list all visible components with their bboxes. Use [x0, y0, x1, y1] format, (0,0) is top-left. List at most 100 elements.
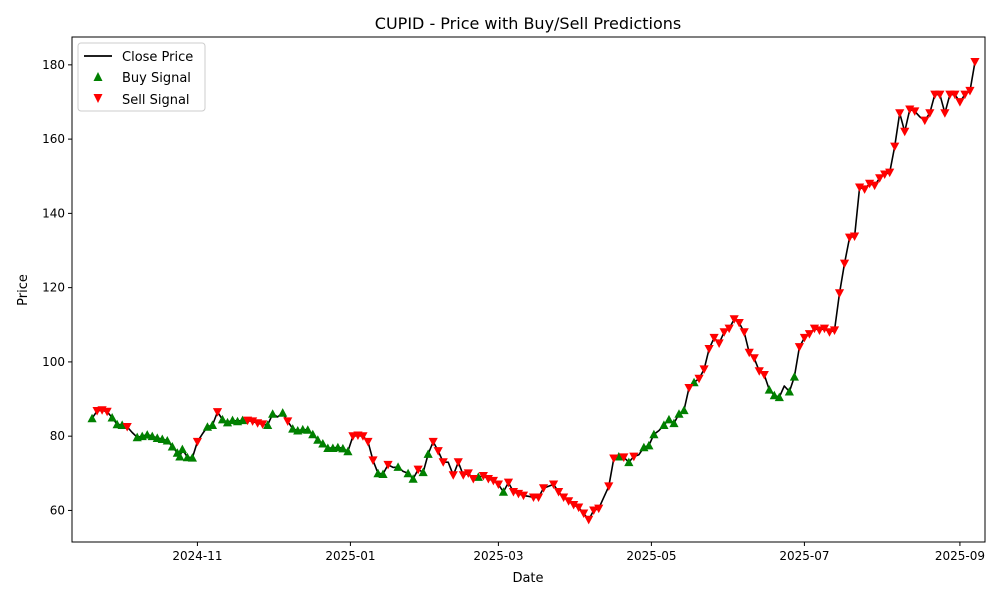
sell-signal-marker [358, 432, 368, 441]
sell-signal-marker [744, 348, 754, 358]
legend-close-label: Close Price [122, 50, 193, 65]
sell-signal-marker [814, 326, 825, 335]
sell-signal-marker [955, 98, 965, 107]
y-tick-label: 100 [42, 355, 65, 369]
y-tick-label: 180 [42, 58, 65, 72]
buy-signal-marker [303, 425, 313, 434]
sell-signal-marker [463, 469, 473, 478]
buy-signal-marker [217, 414, 228, 424]
sell-signal-marker [925, 109, 935, 118]
sell-signal-marker [819, 324, 830, 334]
sell-signal-marker [619, 453, 629, 462]
sell-signal-marker [890, 142, 900, 152]
buy-signal-marker [288, 424, 298, 433]
buy-signal-marker [313, 435, 323, 444]
x-tick-label: 2025-09 [935, 549, 985, 563]
sell-signal-marker [910, 107, 920, 116]
sell-signal-marker [799, 333, 810, 343]
buy-signal-marker [679, 405, 689, 415]
sell-signal-marker [719, 328, 729, 337]
sell-signal-marker [824, 328, 835, 337]
sell-signal-marker [609, 454, 619, 464]
sell-signal-marker [102, 407, 112, 417]
sell-signal-marker [363, 437, 373, 447]
buy-signal-marker [207, 420, 218, 429]
sell-signal-marker [960, 90, 970, 100]
sell-signal-marker [834, 289, 845, 298]
sell-signal-marker [368, 456, 378, 465]
sell-signal-marker [920, 116, 930, 126]
legend-sell-swatch [93, 94, 103, 103]
sell-signal-marker [849, 232, 860, 242]
buy-signal-marker [764, 385, 774, 394]
sell-signal-marker [950, 90, 960, 100]
sell-signal-marker [870, 181, 880, 191]
sell-signal-marker [794, 343, 804, 352]
buy-signal-marker [669, 418, 679, 428]
buy-signal-marker [774, 392, 784, 402]
sell-signal-marker [589, 506, 599, 516]
buy-signal-marker [147, 431, 157, 441]
sell-signal-marker [192, 437, 203, 447]
y-tick-label: 80 [50, 429, 65, 443]
buy-signal-marker [343, 446, 353, 456]
sell-signal-marker [970, 57, 980, 67]
buy-signal-marker [644, 440, 654, 450]
sell-signal-marker [739, 328, 749, 337]
sell-signal-marker [699, 365, 709, 374]
y-tick-label: 120 [42, 281, 65, 295]
sell-signal-marker [804, 330, 815, 339]
sell-signal-marker [629, 452, 639, 462]
sell-signal-marker [553, 487, 564, 497]
buy-signal-marker [308, 429, 318, 439]
sell-signal-marker [122, 422, 132, 432]
sell-signal-marker [724, 324, 734, 334]
sell-signal-marker [538, 484, 549, 493]
y-axis-label: Price [16, 274, 31, 306]
sell-signal-marker [579, 509, 589, 519]
buy-signal-marker [649, 429, 659, 439]
sell-signal-marker [212, 408, 223, 417]
buy-signal-marker [318, 438, 328, 448]
sell-signal-marker [518, 491, 529, 501]
buy-signal-marker [674, 409, 684, 418]
buy-signal-marker [664, 414, 674, 424]
buy-signal-marker [87, 413, 97, 423]
buy-signal-marker [338, 443, 348, 453]
buy-signal-marker [659, 420, 669, 429]
sell-signal-marker [935, 90, 945, 100]
buy-signal-marker [278, 408, 288, 417]
sell-signal-marker [604, 482, 614, 491]
buy-signal-marker [222, 417, 233, 427]
sell-signal-marker [493, 480, 504, 490]
sell-signal-marker [448, 471, 458, 480]
buy-signal-marker [403, 468, 413, 478]
sell-signal-marker [503, 478, 514, 488]
sell-signal-marker [759, 370, 769, 380]
buy-signal-marker [175, 451, 185, 461]
legend-box [77, 42, 206, 112]
buy-signal-marker [187, 453, 197, 462]
buy-signal-marker [107, 413, 117, 422]
sell-signal-marker [749, 354, 759, 363]
buy-signal-marker [624, 457, 634, 467]
legend: Close Price Buy Signal Sell Signal [77, 42, 206, 112]
sell-signal-marker [584, 515, 594, 525]
x-tick-label: 2025-03 [473, 549, 523, 563]
sell-signal-marker [839, 259, 850, 269]
buy-signal-marker [142, 430, 152, 439]
x-tick-label: 2024-11 [172, 549, 222, 563]
sell-signal-marker [754, 367, 764, 376]
sell-signal-marker [694, 374, 704, 384]
sell-signal-marker [548, 480, 559, 490]
sell-signal-marker [734, 319, 744, 328]
sell-signal-marker [574, 503, 584, 513]
sell-signal-marker [875, 174, 885, 183]
sell-signal-marker [704, 345, 714, 354]
axis-ticks: 2024-11 2025-01 2025-03 2025-05 2025-07 2025-… [42, 58, 985, 563]
plot-frame [71, 36, 986, 543]
sell-signal-marker [258, 420, 268, 429]
buy-signal-marker [162, 436, 172, 445]
buy-signal-marker [473, 472, 483, 481]
buy-signal-marker [769, 390, 779, 400]
